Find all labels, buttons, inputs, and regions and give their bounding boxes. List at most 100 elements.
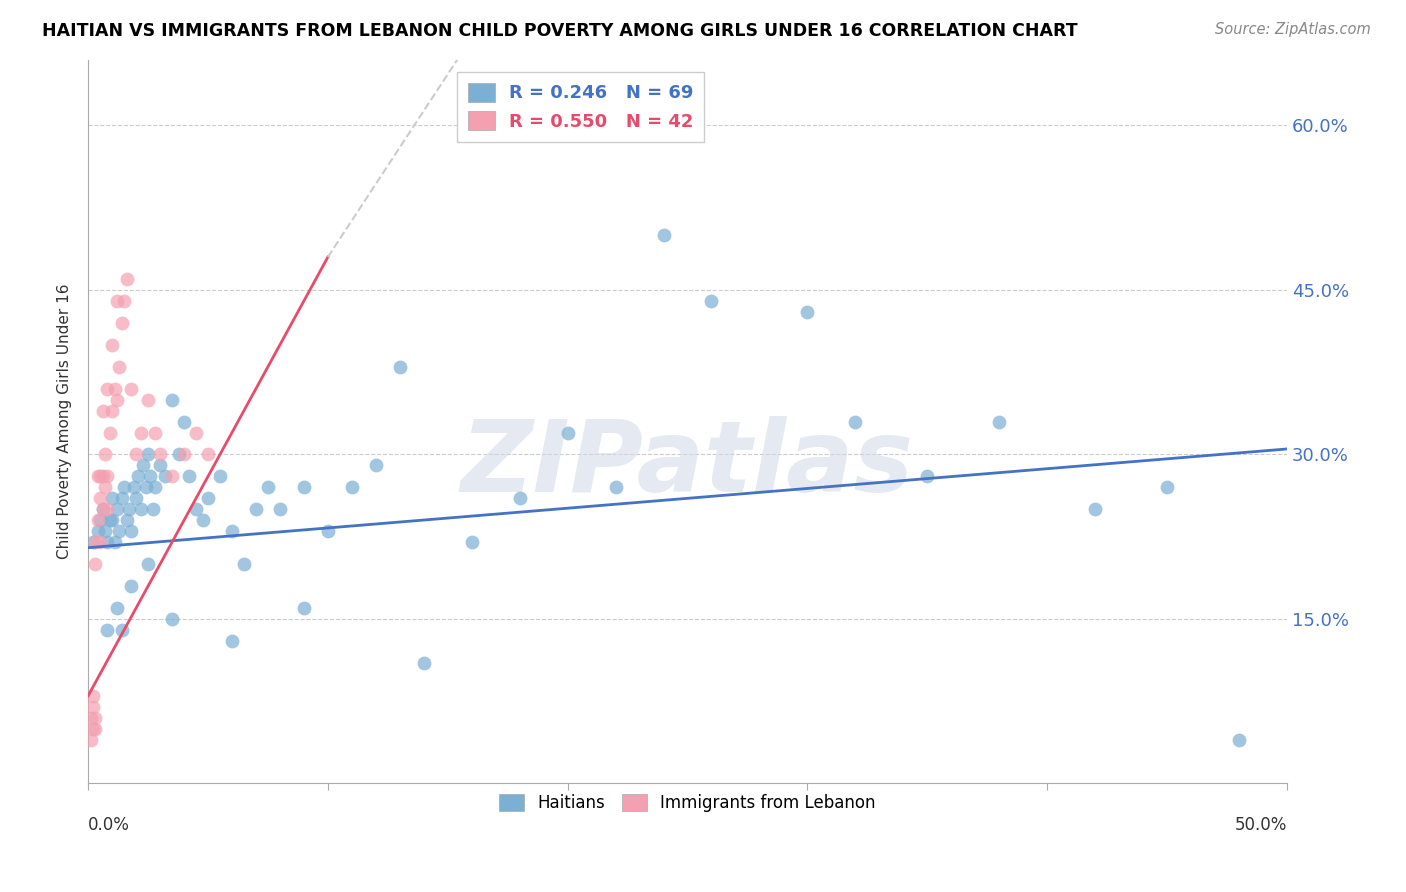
Point [111,491,134,506]
Point [96,535,118,549]
Point [79,711,101,725]
Text: 0.0%: 0.0% [89,816,129,834]
Point [96,382,118,396]
Point [105,392,128,407]
Point [111,623,134,637]
Point [82,689,104,703]
Point [142,502,165,516]
Point [149,447,172,461]
Point [91,502,114,516]
Point [257,480,280,494]
Point [292,601,315,615]
Point [221,524,243,539]
Point [184,502,207,516]
Point [412,656,434,670]
Point [269,502,291,516]
Point [132,458,155,473]
Point [197,447,219,461]
Point [94,480,117,494]
Point [844,415,866,429]
Text: Source: ZipAtlas.com: Source: ZipAtlas.com [1215,22,1371,37]
Point [193,513,215,527]
Point [915,469,938,483]
Point [233,557,256,571]
Point [129,425,152,440]
Point [115,272,138,286]
Point [128,469,150,483]
Point [221,634,243,648]
Point [160,392,183,407]
Point [105,293,128,308]
Point [101,491,124,506]
Point [129,502,152,516]
Point [1084,502,1107,516]
Point [89,535,111,549]
Point [364,458,387,473]
Point [136,392,159,407]
Point [87,469,110,483]
Point [94,447,117,461]
Point [96,623,118,637]
Point [82,699,104,714]
Point [125,491,148,506]
Point [112,293,135,308]
Point [82,722,104,736]
Point [139,469,162,483]
Point [177,469,200,483]
Point [143,425,166,440]
Point [197,491,219,506]
Point [89,491,111,506]
Text: 50.0%: 50.0% [1234,816,1286,834]
Point [84,535,107,549]
Point [160,469,183,483]
Point [87,513,110,527]
Point [91,469,114,483]
Point [461,535,484,549]
Point [160,612,183,626]
Point [84,722,107,736]
Point [89,513,111,527]
Point [316,524,339,539]
Point [101,403,124,417]
Point [87,524,110,539]
Point [82,535,104,549]
Text: HAITIAN VS IMMIGRANTS FROM LEBANON CHILD POVERTY AMONG GIRLS UNDER 16 CORRELATIO: HAITIAN VS IMMIGRANTS FROM LEBANON CHILD… [42,22,1078,40]
Point [108,524,131,539]
Point [153,469,176,483]
Point [208,469,231,483]
Point [98,425,121,440]
Point [103,535,125,549]
Point [101,513,124,527]
Point [120,579,142,593]
Point [89,469,111,483]
Point [1156,480,1178,494]
Point [101,338,124,352]
Point [120,524,142,539]
Point [245,502,267,516]
Point [605,480,627,494]
Point [108,359,131,374]
Point [292,480,315,494]
Point [103,382,125,396]
Point [125,447,148,461]
Point [118,502,141,516]
Legend: Haitians, Immigrants from Lebanon: Haitians, Immigrants from Lebanon [492,787,883,819]
Point [122,480,145,494]
Point [796,305,818,319]
Point [105,601,128,615]
Point [557,425,579,440]
Point [167,447,190,461]
Point [98,513,121,527]
Point [700,293,723,308]
Point [112,480,135,494]
Point [115,513,138,527]
Point [988,415,1011,429]
Point [136,447,159,461]
Point [96,469,118,483]
Point [105,502,128,516]
Point [79,732,101,747]
Point [135,480,157,494]
Point [184,425,207,440]
Point [509,491,531,506]
Point [1227,732,1250,747]
